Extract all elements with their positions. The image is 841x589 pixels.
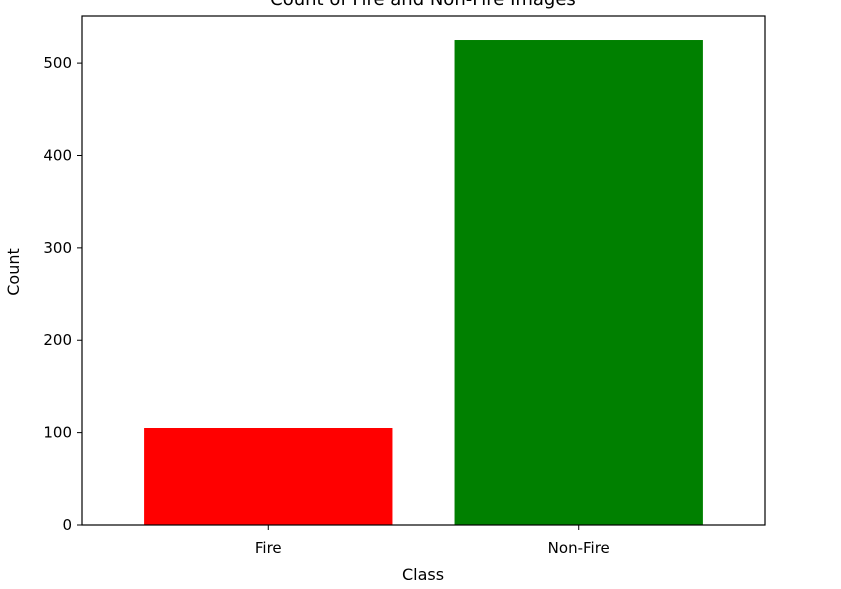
y-tick-label: 100 (43, 424, 72, 442)
x-axis-title: Class (402, 565, 444, 584)
y-tick-label: 200 (43, 331, 72, 349)
y-tick-label: 300 (43, 239, 72, 257)
bar-fire (144, 428, 393, 525)
chart-title: Count of Fire and Non-Fire Images (270, 0, 576, 10)
y-tick-label: 0 (62, 516, 72, 534)
x-tick-label: Non-Fire (548, 539, 610, 557)
axes-frame (81, 15, 766, 526)
x-axis: Fire Non-Fire (255, 525, 610, 557)
plot-area (144, 40, 703, 525)
y-tick-label: 500 (43, 54, 72, 72)
y-axis: 0 100 200 300 400 500 (43, 54, 82, 534)
x-tick-label: Fire (255, 539, 282, 557)
y-axis-title: Count (4, 248, 23, 296)
y-tick-label: 400 (43, 146, 72, 164)
bar-non-fire (454, 40, 703, 525)
